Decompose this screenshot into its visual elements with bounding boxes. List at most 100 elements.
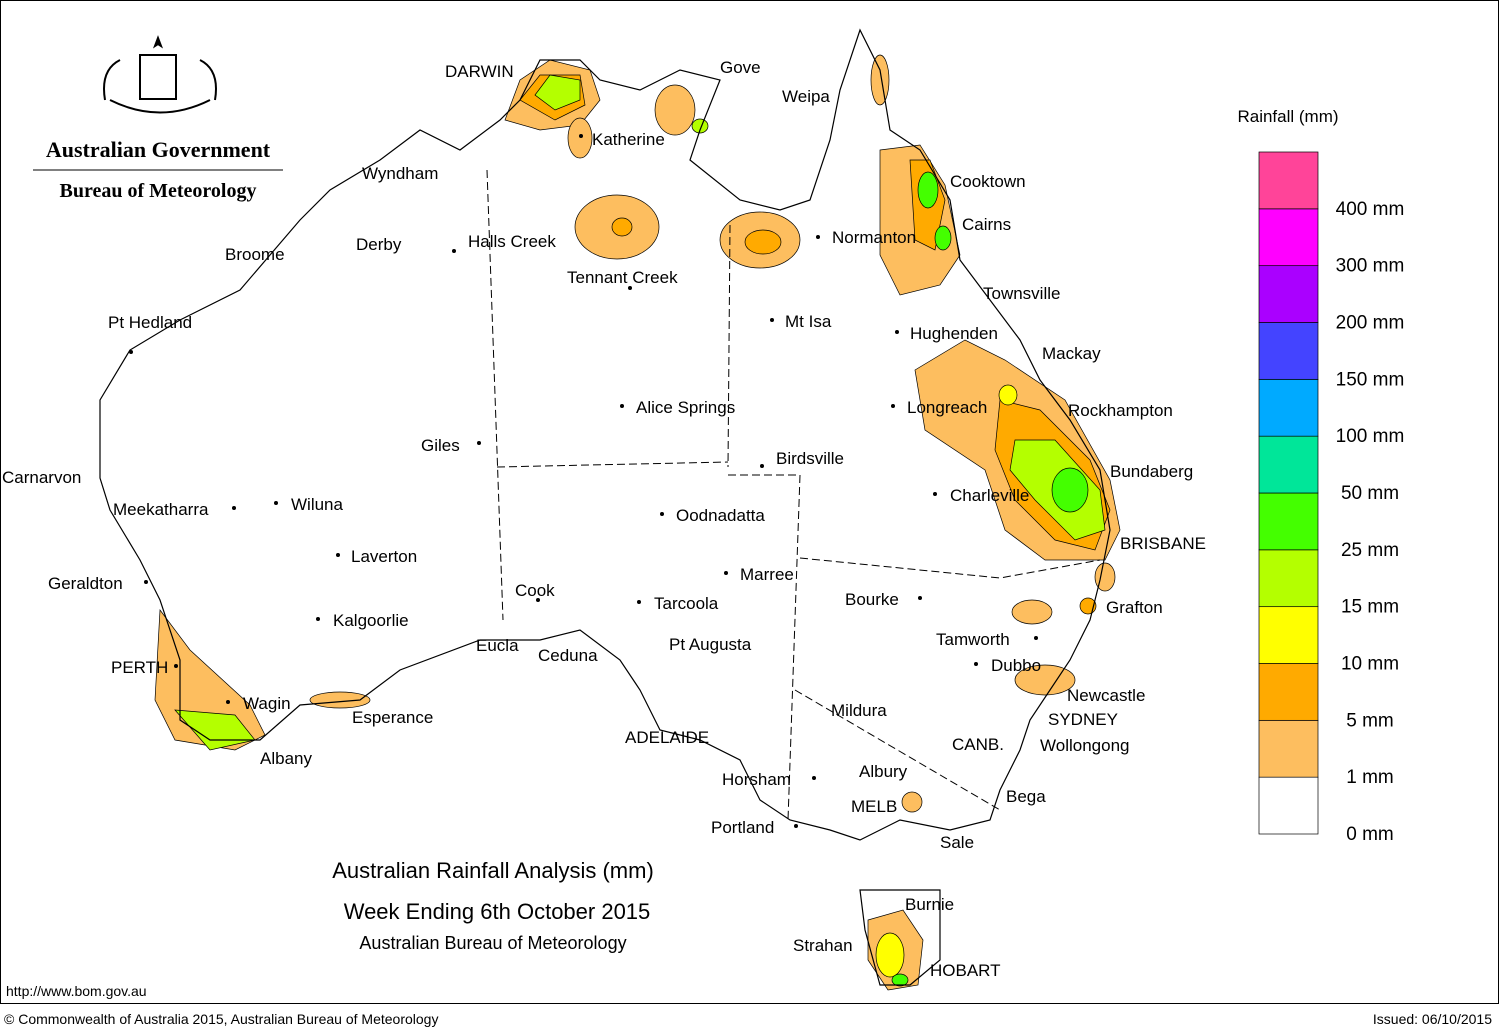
place-label: Bega [1006, 787, 1046, 806]
legend-swatch [1258, 265, 1319, 323]
place-label: Wiluna [291, 495, 344, 514]
legend-label: 150 mm [1336, 369, 1405, 390]
place-label: Broome [225, 245, 285, 264]
place-label: Ceduna [538, 646, 598, 665]
place-label: Normanton [832, 228, 916, 247]
place-dot [579, 134, 583, 138]
place-dot [536, 598, 540, 602]
legend: Rainfall (mm) 0 mm 1 mm 5 mm 10 mm 15 mm 25 mm… [1237, 107, 1404, 845]
place-label: Horsham [722, 770, 791, 789]
place-label: Albury [859, 762, 908, 781]
place-dot [891, 404, 895, 408]
legend-label: 400 mm [1336, 199, 1405, 220]
legend-label: 5 mm [1346, 710, 1394, 731]
place-label: Hughenden [910, 324, 998, 343]
legend-label: 50 mm [1341, 483, 1399, 504]
place-dot [760, 464, 764, 468]
legend-label: 200 mm [1336, 313, 1405, 334]
place-dot [724, 571, 728, 575]
place-label: Dubbo [991, 656, 1041, 675]
place-dot [232, 506, 236, 510]
place-label: Cook [515, 581, 555, 600]
place-label: Gove [720, 58, 761, 77]
place-dot [336, 553, 340, 557]
legend-swatch [1258, 776, 1319, 835]
place-label: CANB. [952, 735, 1004, 754]
place-label: Wyndham [362, 164, 438, 183]
legend-label: 1 mm [1346, 767, 1394, 788]
legend-label: 300 mm [1336, 256, 1405, 277]
place-label: MELB [851, 797, 897, 816]
legend-label: 15 mm [1341, 597, 1399, 618]
place-label: Grafton [1106, 598, 1163, 617]
place-label: Longreach [907, 398, 987, 417]
place-label: BRISBANE [1120, 534, 1206, 553]
legend-swatch [1258, 606, 1319, 664]
place-dot [174, 664, 178, 668]
place-dot [226, 700, 230, 704]
place-label: Sale [940, 833, 974, 852]
title-line3: Australian Bureau of Meteorology [359, 933, 626, 953]
place-label: Eucla [476, 636, 519, 655]
place-label: Mildura [831, 701, 887, 720]
place-label: Oodnadatta [676, 506, 765, 525]
coastline [99, 28, 1111, 986]
place-label: Tennant Creek [567, 268, 678, 287]
place-label: Giles [421, 436, 460, 455]
rain-areas [154, 54, 1121, 991]
state-borders [486, 169, 1101, 821]
frame [0, 0, 1499, 1004]
legend-swatch [1258, 378, 1319, 437]
legend-swatch [1258, 663, 1319, 721]
place-label: Rockhampton [1068, 401, 1173, 420]
place-dot [477, 441, 481, 445]
place-label: Alice Springs [636, 398, 735, 417]
place-label: Wollongong [1040, 736, 1129, 755]
legend-label: 100 mm [1336, 426, 1405, 447]
place-label: Pt Augusta [669, 635, 752, 654]
place-label: Tarcoola [654, 594, 719, 613]
agency: Australian Government [46, 137, 271, 162]
place-label: Townsville [983, 284, 1060, 303]
place-label: Katherine [592, 130, 665, 149]
place-label: SYDNEY [1048, 710, 1118, 729]
places: DARWIN Gove Weipa Katherine Wyndham Cooktown C… [2, 58, 1206, 980]
place-label: Wagin [243, 694, 291, 713]
url: http://www.bom.gov.au [6, 983, 147, 999]
place-label: Laverton [351, 547, 417, 566]
legend-swatch [1258, 719, 1319, 778]
place-label: Mt Isa [785, 312, 832, 331]
place-dot [1034, 636, 1038, 640]
place-label: Strahan [793, 936, 853, 955]
place-dot [816, 235, 820, 239]
legend-label: 25 mm [1341, 540, 1399, 561]
place-label: Portland [711, 818, 774, 837]
place-dot [144, 580, 148, 584]
place-label: Cooktown [950, 172, 1026, 191]
place-dot [274, 501, 278, 505]
place-label: Kalgoorlie [333, 611, 409, 630]
place-dot [620, 404, 624, 408]
place-label: Burnie [905, 895, 954, 914]
place-label: Marree [740, 565, 794, 584]
legend-swatch [1258, 151, 1319, 210]
place-label: Newcastle [1067, 686, 1145, 705]
place-label: Cairns [962, 215, 1011, 234]
place-dot [660, 512, 664, 516]
place-label: Albany [260, 749, 312, 768]
place-label: Pt Hedland [108, 313, 192, 332]
copyright: © Commonwealth of Australia 2015, Austra… [4, 1011, 438, 1027]
legend-swatch [1258, 492, 1319, 551]
place-label: ADELAIDE [625, 728, 709, 747]
place-label: Geraldton [48, 574, 123, 593]
place-label: HOBART [930, 961, 1001, 980]
legend-label: 10 mm [1341, 654, 1399, 675]
issued: Issued: 06/10/2015 [1373, 1011, 1492, 1027]
place-dot [895, 330, 899, 334]
legend-swatch [1258, 549, 1319, 608]
place-dot [637, 600, 641, 604]
place-dot [452, 249, 456, 253]
place-label: Carnarvon [2, 468, 81, 487]
place-label: Birdsville [776, 449, 844, 468]
